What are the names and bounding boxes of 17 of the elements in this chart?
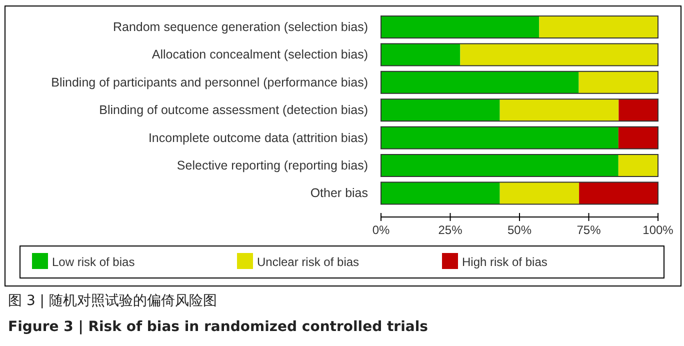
x-tick-label: 75%: [576, 223, 602, 237]
legend-label: High risk of bias: [462, 255, 548, 269]
caption: Figure 3 | Risk of bias in randomized controlled trials: [8, 319, 428, 335]
caption: 图 3 | 随机对照试验的偏倚风险图: [8, 293, 217, 309]
x-tick-label: 50%: [507, 223, 532, 237]
x-tick-label: 100%: [642, 223, 674, 237]
y-tick-label: Allocation concealment (selection bias): [152, 48, 368, 62]
legend-label: Unclear risk of bias: [257, 255, 360, 269]
y-tick-label: Blinding of outcome assessment (detection bias): [99, 103, 368, 118]
x-tick-label: 0%: [372, 223, 390, 237]
y-tick-label: Blinding of participants and personnel (performance bias): [51, 75, 368, 90]
x-tick-label: 25%: [438, 223, 463, 237]
y-tick-label: Other bias: [310, 186, 368, 200]
legend-label: Low risk of bias: [52, 255, 135, 269]
y-tick-label: Random sequence generation (selection bias): [112, 20, 368, 34]
y-tick-label: Selective reporting (reporting bias): [176, 158, 368, 172]
y-tick-label: Incomplete outcome data (attrition bias): [148, 130, 368, 145]
